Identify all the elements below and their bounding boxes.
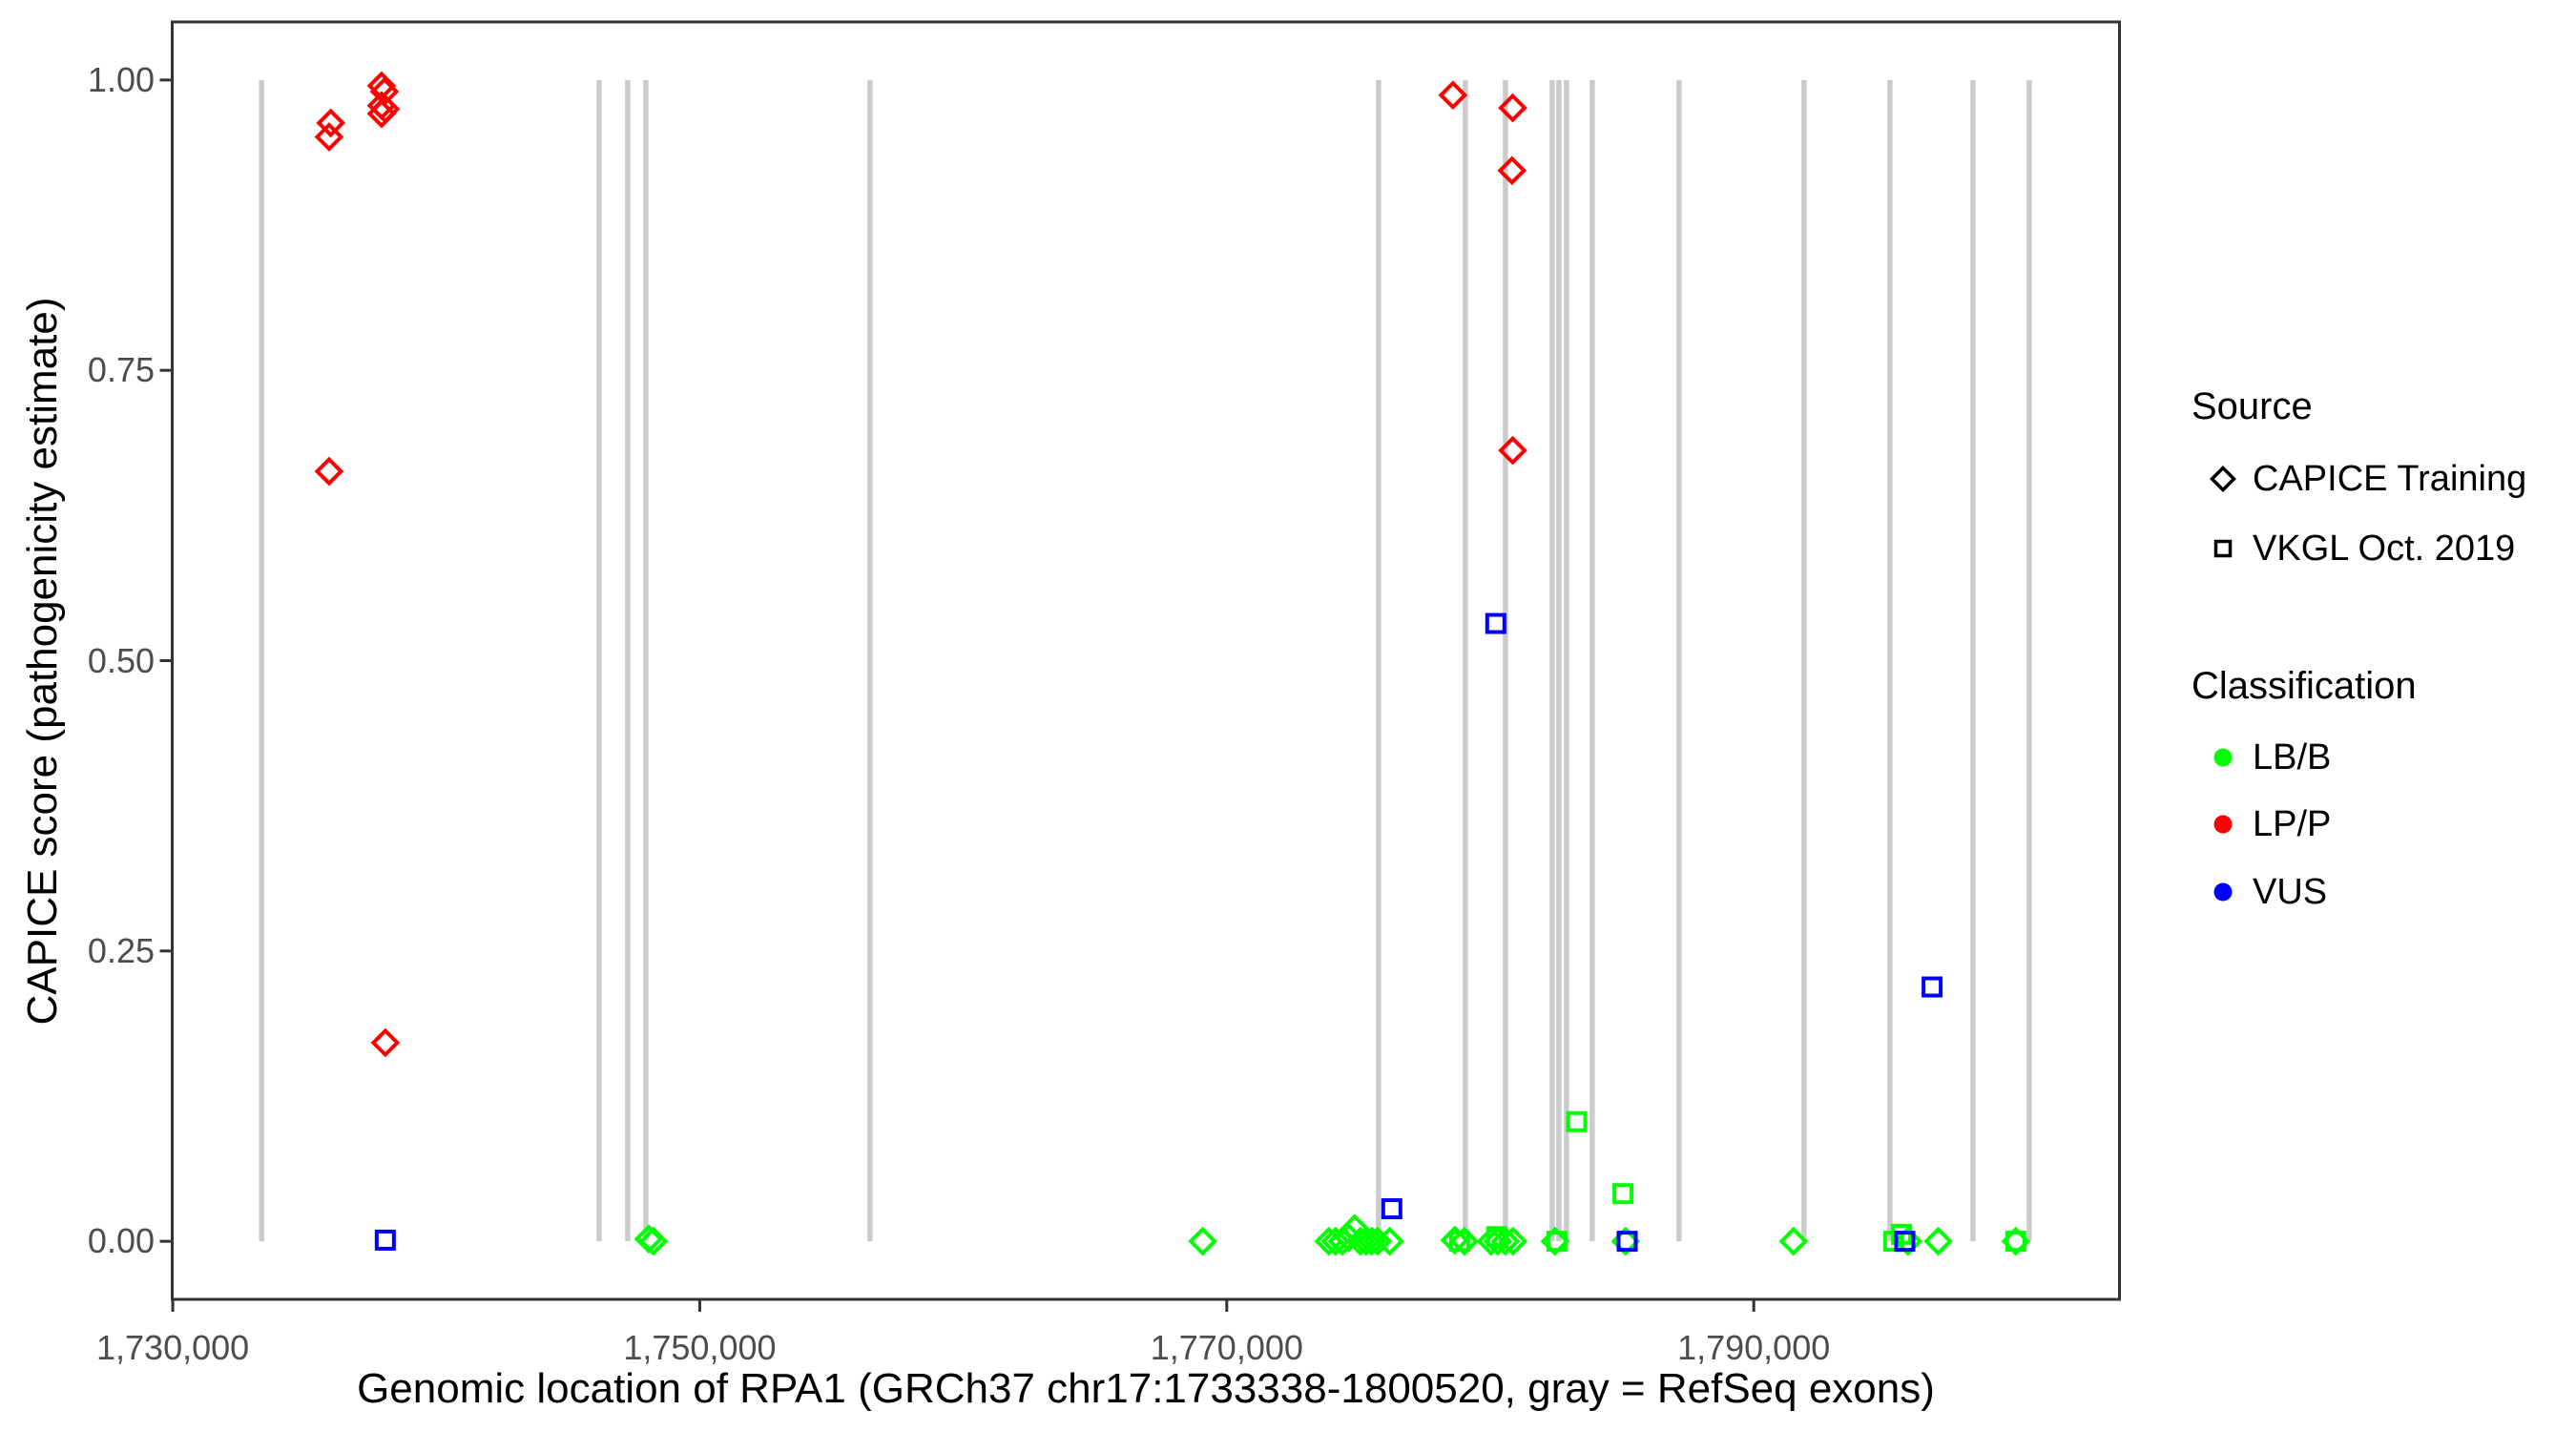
- marker-square: [1448, 1231, 1470, 1253]
- legend-item-label: VKGL Oct. 2019: [2253, 529, 2516, 569]
- marker-diamond: [1375, 1226, 1404, 1256]
- marker-diamond: [1188, 1226, 1217, 1256]
- legend-item-label: CAPICE Training: [2253, 459, 2527, 499]
- legend-item-lbb: LB/B: [2192, 733, 2331, 782]
- y-tick-label: 0.50: [87, 640, 155, 680]
- legend-item-label: LB/B: [2253, 737, 2332, 778]
- marker-diamond: [366, 98, 397, 129]
- blue-dot-icon: [2192, 867, 2253, 917]
- y-tick-label: 1.00: [87, 59, 155, 99]
- marker-diamond: [1490, 1226, 1521, 1256]
- marker-diamond: [1483, 1226, 1513, 1256]
- marker-diamond: [638, 1226, 669, 1256]
- legend-item-vus: VUS: [2192, 867, 2327, 917]
- marker-diamond: [370, 1027, 401, 1058]
- marker-square: [2005, 1231, 2026, 1253]
- marker-diamond: [1498, 435, 1527, 466]
- legend-item-capice-training: CAPICE Training: [2192, 454, 2526, 504]
- marker-diamond: [314, 122, 344, 152]
- x-axis-title: Genomic location of RPA1 (GRCh37 chr17:1…: [357, 1365, 1935, 1412]
- y-axis-title: CAPICE score (pathogenicity estimate): [19, 297, 66, 1026]
- marker-square: [1566, 1110, 1588, 1132]
- marker-square: [1485, 612, 1506, 634]
- marker-diamond: [316, 108, 346, 138]
- legend-item-lpp: LP/P: [2192, 799, 2331, 849]
- marker-square: [1616, 1231, 1638, 1253]
- marker-diamond: [1362, 1226, 1393, 1256]
- marker-square: [1922, 976, 1943, 998]
- legend-source-title: Source: [2192, 385, 2313, 427]
- marker-diamond: [1498, 1226, 1528, 1256]
- panel-border: [171, 20, 2121, 1301]
- x-tick-label: 1,790,000: [1677, 1328, 1831, 1367]
- legend-classification-title: Classification: [2192, 665, 2417, 707]
- marker-diamond: [1497, 156, 1527, 186]
- red-dot-icon: [2192, 799, 2253, 849]
- x-tick-label: 1,750,000: [623, 1328, 777, 1367]
- marker-diamond: [1498, 93, 1527, 123]
- marker-square: [1546, 1231, 1568, 1253]
- marker-diamond: [1345, 1226, 1376, 1256]
- marker-diamond: [1778, 1226, 1809, 1256]
- y-tick-label: 0.25: [87, 930, 155, 970]
- legend-item-label: LP/P: [2253, 804, 2332, 844]
- marker-square: [1612, 1183, 1634, 1205]
- square-key-icon: [2192, 524, 2253, 573]
- marker-diamond: [1923, 1226, 1953, 1256]
- x-tick-label: 1,770,000: [1150, 1328, 1303, 1367]
- marker-diamond: [1357, 1226, 1387, 1256]
- marker-diamond: [366, 71, 397, 101]
- marker-square: [374, 1229, 396, 1251]
- legend-item-vkgl: VKGL Oct. 2019: [2192, 524, 2515, 573]
- marker-square: [1894, 1231, 1916, 1253]
- x-tick-label: 1,730,000: [96, 1328, 250, 1367]
- legend-item-label: VUS: [2253, 872, 2328, 912]
- marker-square: [1381, 1198, 1402, 1220]
- marker-square: [1485, 1226, 1507, 1248]
- marker-diamond: [1438, 80, 1468, 111]
- green-dot-icon: [2192, 733, 2253, 782]
- diamond-key-icon: [2192, 454, 2253, 504]
- y-tick-label: 0.75: [87, 350, 155, 390]
- marker-diamond: [314, 456, 344, 487]
- y-tick-label: 0.00: [87, 1221, 155, 1261]
